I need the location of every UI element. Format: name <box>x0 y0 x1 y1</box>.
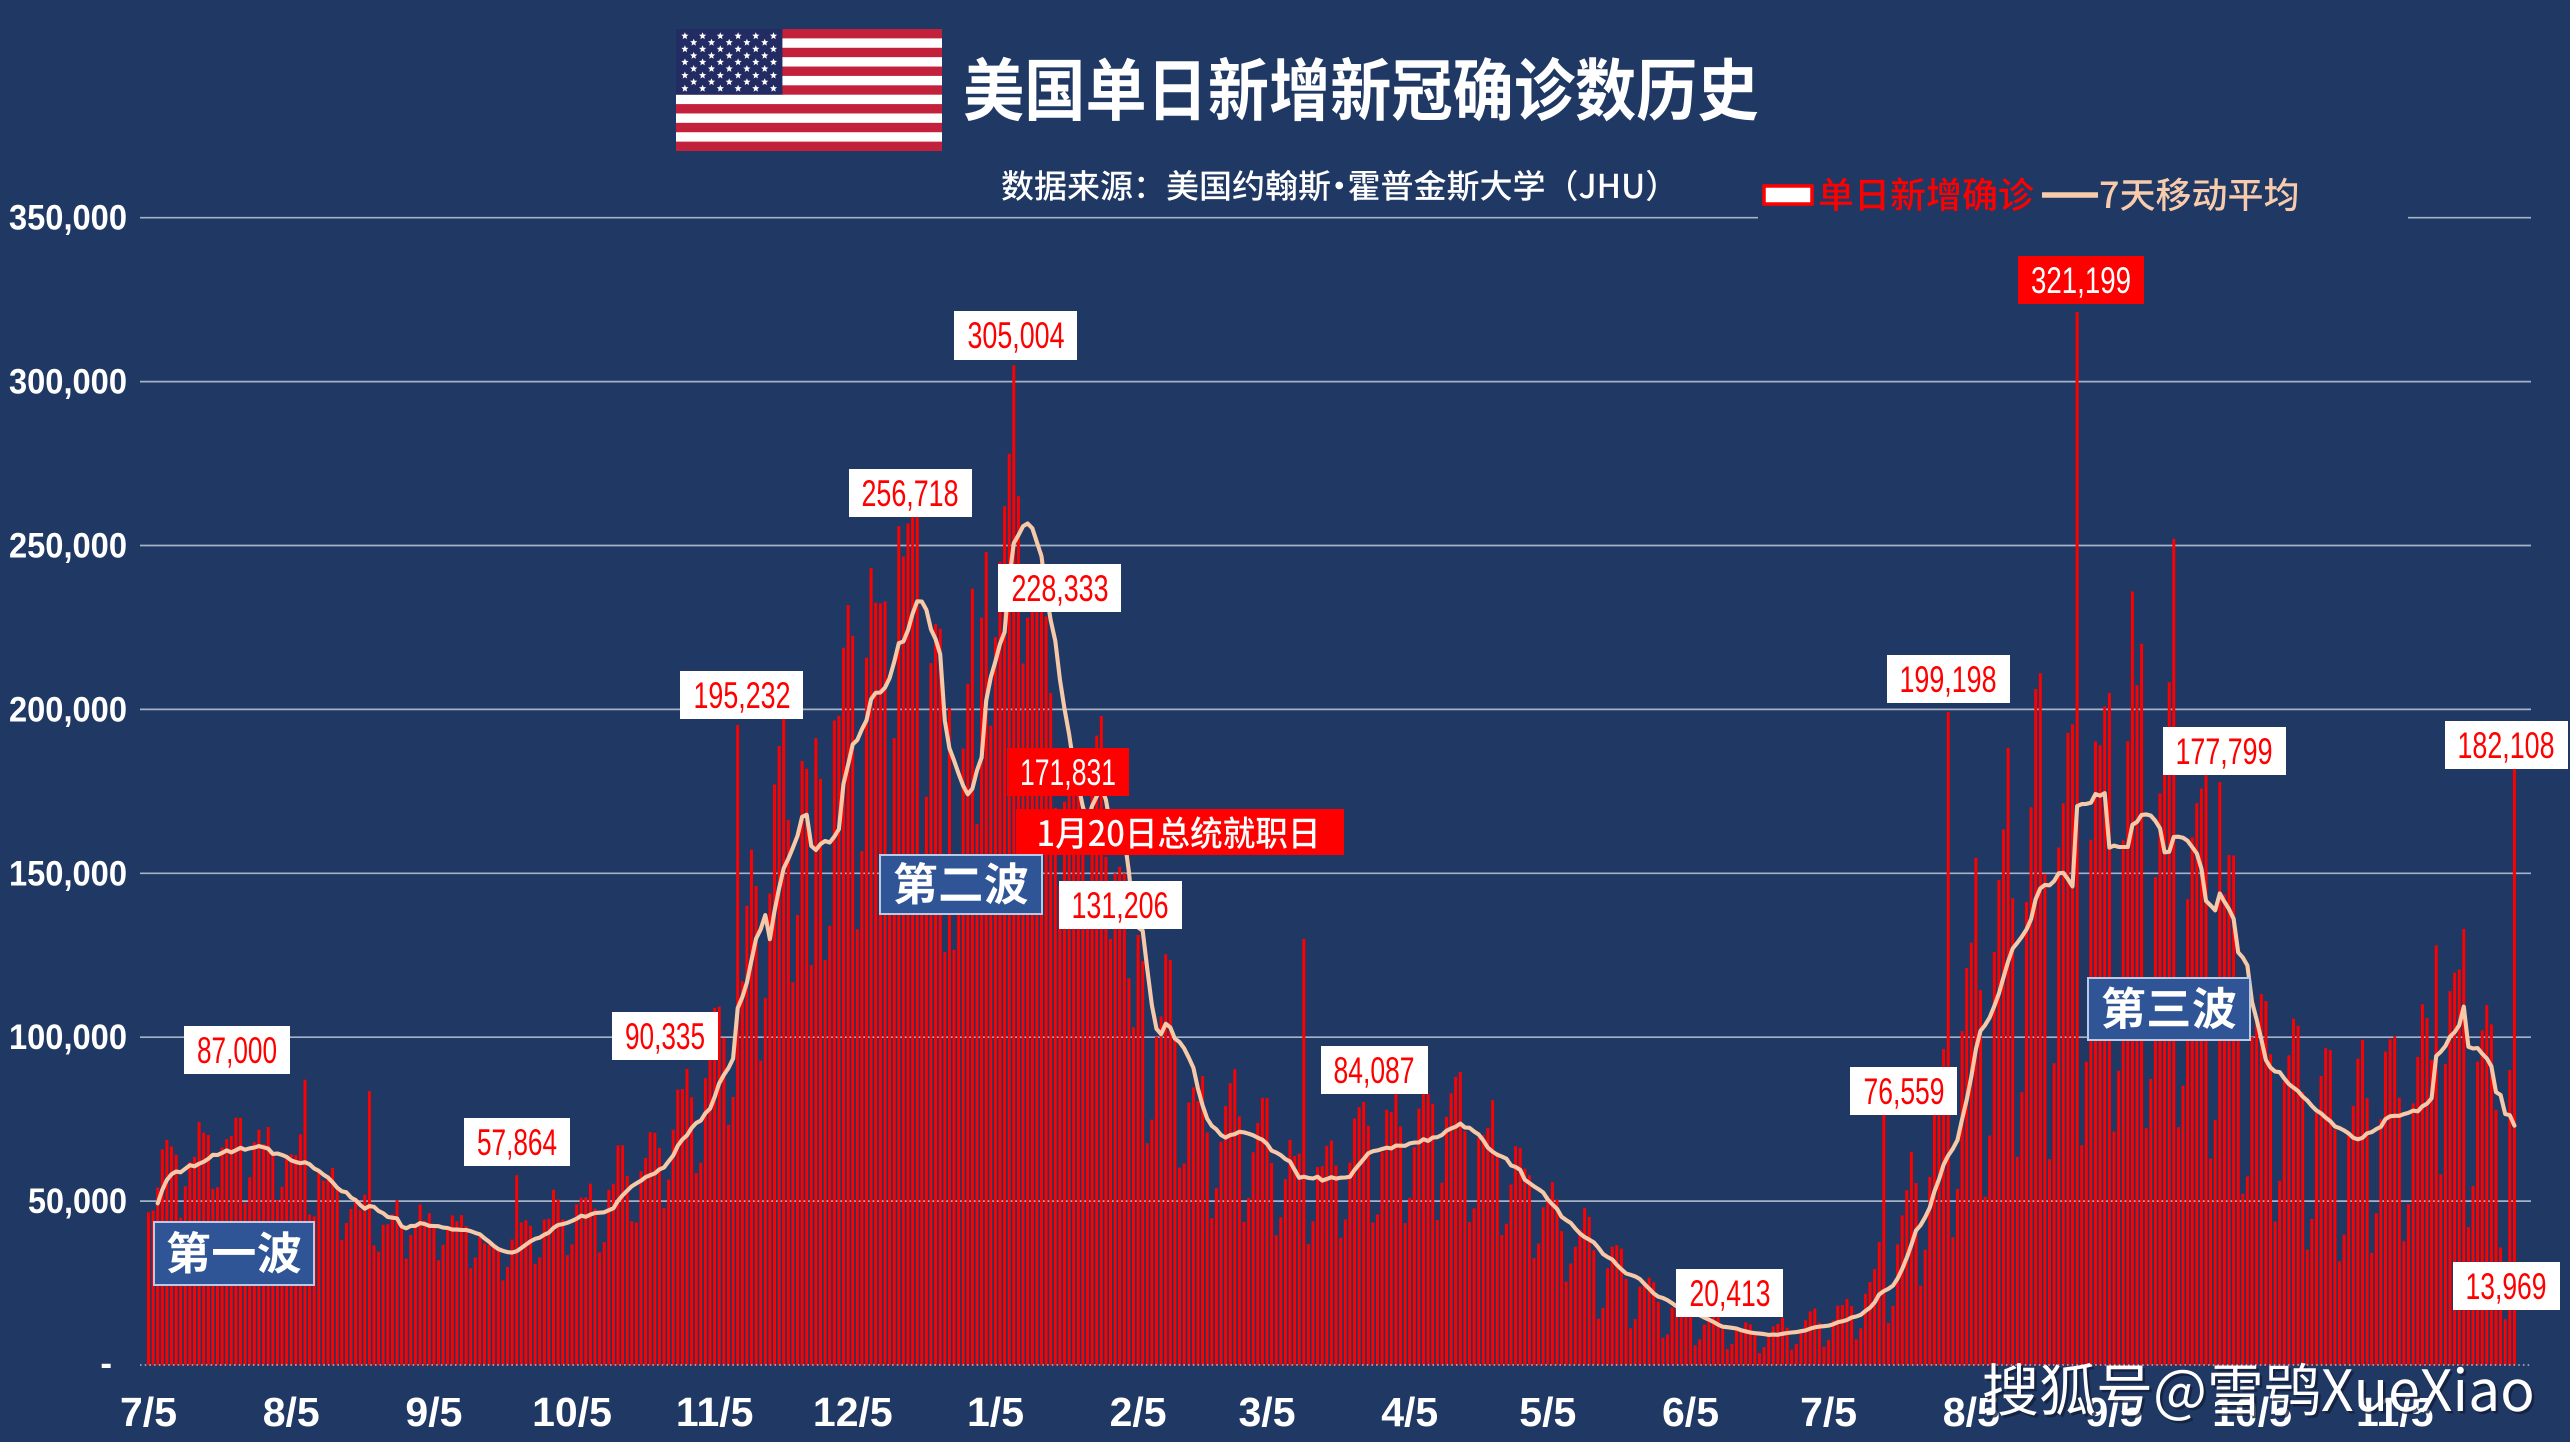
svg-text:-: - <box>100 1344 112 1383</box>
svg-text:90,335: 90,335 <box>625 1016 705 1057</box>
svg-text:6/5: 6/5 <box>1662 1389 1719 1435</box>
svg-text:11/5: 11/5 <box>676 1389 754 1435</box>
svg-text:50,000: 50,000 <box>28 1182 127 1221</box>
svg-text:171,831: 171,831 <box>1020 752 1116 793</box>
svg-text:182,108: 182,108 <box>2458 725 2555 766</box>
svg-text:300,000: 300,000 <box>9 363 127 402</box>
svg-text:199,198: 199,198 <box>1900 659 1997 700</box>
svg-text:57,864: 57,864 <box>477 1122 557 1163</box>
svg-text:177,799: 177,799 <box>2176 731 2273 772</box>
svg-text:350,000: 350,000 <box>9 199 127 238</box>
svg-text:5/5: 5/5 <box>1519 1389 1576 1435</box>
svg-text:20,413: 20,413 <box>1690 1273 1771 1314</box>
svg-text:12/5: 12/5 <box>813 1389 893 1435</box>
svg-text:4/5: 4/5 <box>1381 1389 1438 1435</box>
svg-text:2/5: 2/5 <box>1110 1389 1167 1435</box>
svg-text:195,232: 195,232 <box>694 675 791 716</box>
svg-text:10/5: 10/5 <box>532 1389 612 1435</box>
svg-text:13,969: 13,969 <box>2466 1266 2547 1307</box>
svg-text:100,000: 100,000 <box>9 1018 127 1057</box>
svg-text:7/5: 7/5 <box>120 1389 177 1435</box>
svg-text:305,004: 305,004 <box>968 315 1065 356</box>
svg-text:256,718: 256,718 <box>862 473 959 514</box>
svg-text:150,000: 150,000 <box>9 854 127 893</box>
svg-text:8/5: 8/5 <box>263 1389 320 1435</box>
svg-text:250,000: 250,000 <box>9 527 127 566</box>
svg-text:321,199: 321,199 <box>2031 260 2131 301</box>
svg-text:200,000: 200,000 <box>9 690 127 729</box>
svg-text:131,206: 131,206 <box>1072 885 1169 926</box>
svg-text:87,000: 87,000 <box>197 1030 277 1071</box>
svg-text:228,333: 228,333 <box>1012 568 1109 609</box>
svg-text:9/5: 9/5 <box>405 1389 462 1435</box>
svg-text:1/5: 1/5 <box>967 1389 1024 1435</box>
svg-text:7/5: 7/5 <box>1800 1389 1857 1435</box>
svg-text:3/5: 3/5 <box>1239 1389 1296 1435</box>
svg-text:84,087: 84,087 <box>1334 1050 1415 1091</box>
svg-text:76,559: 76,559 <box>1864 1071 1945 1112</box>
